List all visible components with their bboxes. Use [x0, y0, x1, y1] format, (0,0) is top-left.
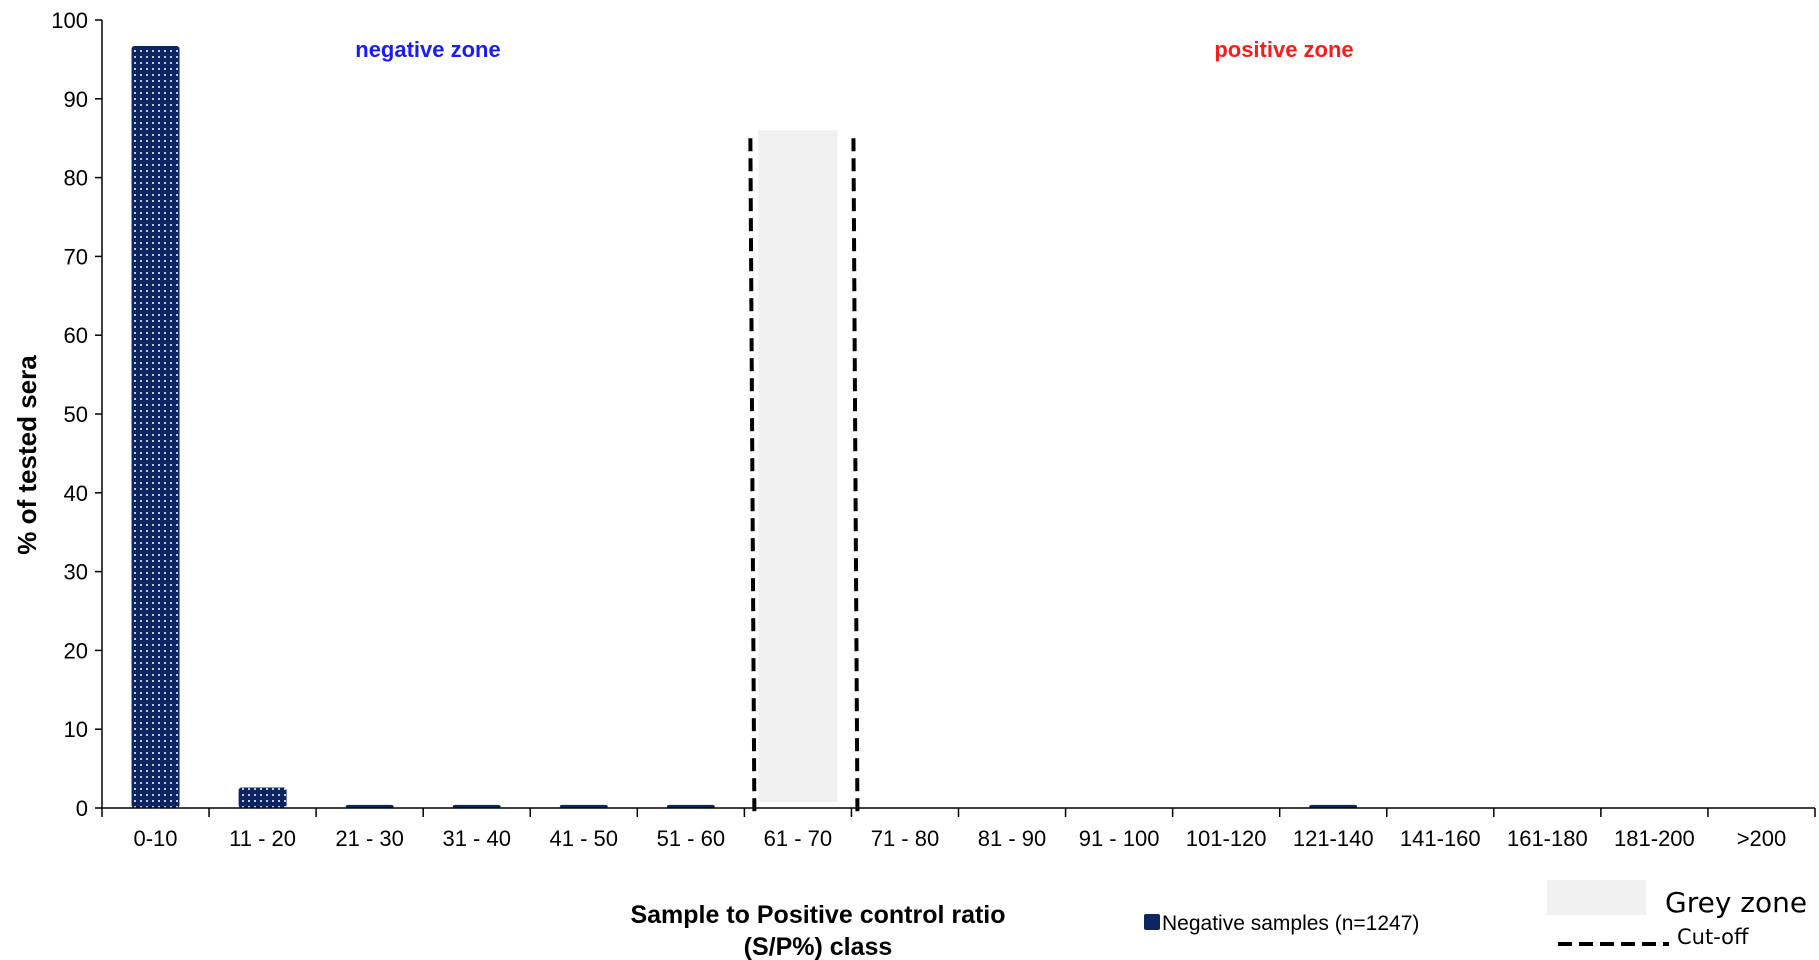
y-tick-label: 50	[64, 402, 88, 427]
legend-label-negative-samples: Negative samples (n=1247)	[1162, 912, 1419, 935]
grey-zone-area	[758, 130, 838, 802]
y-tick-label: 40	[64, 481, 88, 506]
cutoff-layer	[748, 138, 860, 813]
x-tick-label: 121-140	[1293, 826, 1374, 851]
x-tick-label: 91 - 100	[1079, 826, 1160, 851]
x-axis-title-line2: (S/P%) class	[744, 933, 893, 960]
y-tick-label: 60	[64, 323, 88, 348]
y-tick-label: 100	[51, 8, 88, 33]
bar-2	[345, 804, 394, 808]
bar-5	[666, 804, 715, 808]
x-tick-label: 21 - 30	[335, 826, 404, 851]
y-tick-label: 20	[64, 638, 88, 663]
x-tick-label: >200	[1737, 826, 1787, 851]
x-tick-label: 0-10	[134, 826, 178, 851]
x-tick-label: 181-200	[1614, 826, 1695, 851]
x-tick-label: 161-180	[1507, 826, 1588, 851]
grey-zone-layer	[758, 130, 838, 802]
x-tick-label: 51 - 60	[657, 826, 726, 851]
x-tick-label: 101-120	[1186, 826, 1267, 851]
legend-swatch-negative-samples	[1144, 914, 1160, 930]
legend-label-cutoff: Cut-off	[1677, 925, 1749, 949]
bar-4	[559, 804, 608, 808]
bars-layer	[131, 46, 1358, 808]
cutoff-line-right	[851, 138, 860, 813]
legend: Negative samples (n=1247) Grey zone Cut-…	[1144, 880, 1807, 949]
x-tick-label: 61 - 70	[764, 826, 833, 851]
x-tick-label: 31 - 40	[442, 826, 511, 851]
y-tick-label: 10	[64, 717, 88, 742]
y-tick-label: 90	[64, 87, 88, 112]
legend-label-grey-zone: Grey zone	[1665, 886, 1807, 919]
bar-0	[131, 46, 180, 808]
x-axis-title-line1: Sample to Positive control ratio	[630, 901, 1005, 929]
bar-3	[452, 804, 501, 808]
x-tick-label: 41 - 50	[550, 826, 619, 851]
y-tick-label: 70	[64, 244, 88, 269]
y-axis-title: % of tested sera	[12, 355, 42, 555]
negative-zone-label: negative zone	[355, 37, 500, 62]
x-tick-label: 11 - 20	[229, 826, 296, 851]
x-tick-label: 71 - 80	[871, 826, 940, 851]
positive-zone-label: positive zone	[1214, 37, 1353, 62]
legend-swatch-grey-zone	[1547, 880, 1646, 915]
bar-1	[238, 787, 287, 808]
y-tick-labels: 0 10 20 30 40 50 60 70 80 90 100	[51, 8, 88, 821]
x-tick-label: 141-160	[1400, 826, 1481, 851]
bar-11	[1309, 804, 1358, 808]
y-tick-label: 30	[64, 560, 88, 585]
y-tick-label: 0	[76, 796, 88, 821]
cutoff-line-left	[748, 138, 757, 813]
x-tick-labels: 0-10 11 - 20 21 - 30 31 - 40 41 - 50 51 - 60 6…	[134, 826, 1787, 851]
axes-layer	[95, 19, 1816, 817]
y-tick-label: 80	[64, 166, 88, 191]
x-tick-label: 81 - 90	[978, 826, 1047, 851]
